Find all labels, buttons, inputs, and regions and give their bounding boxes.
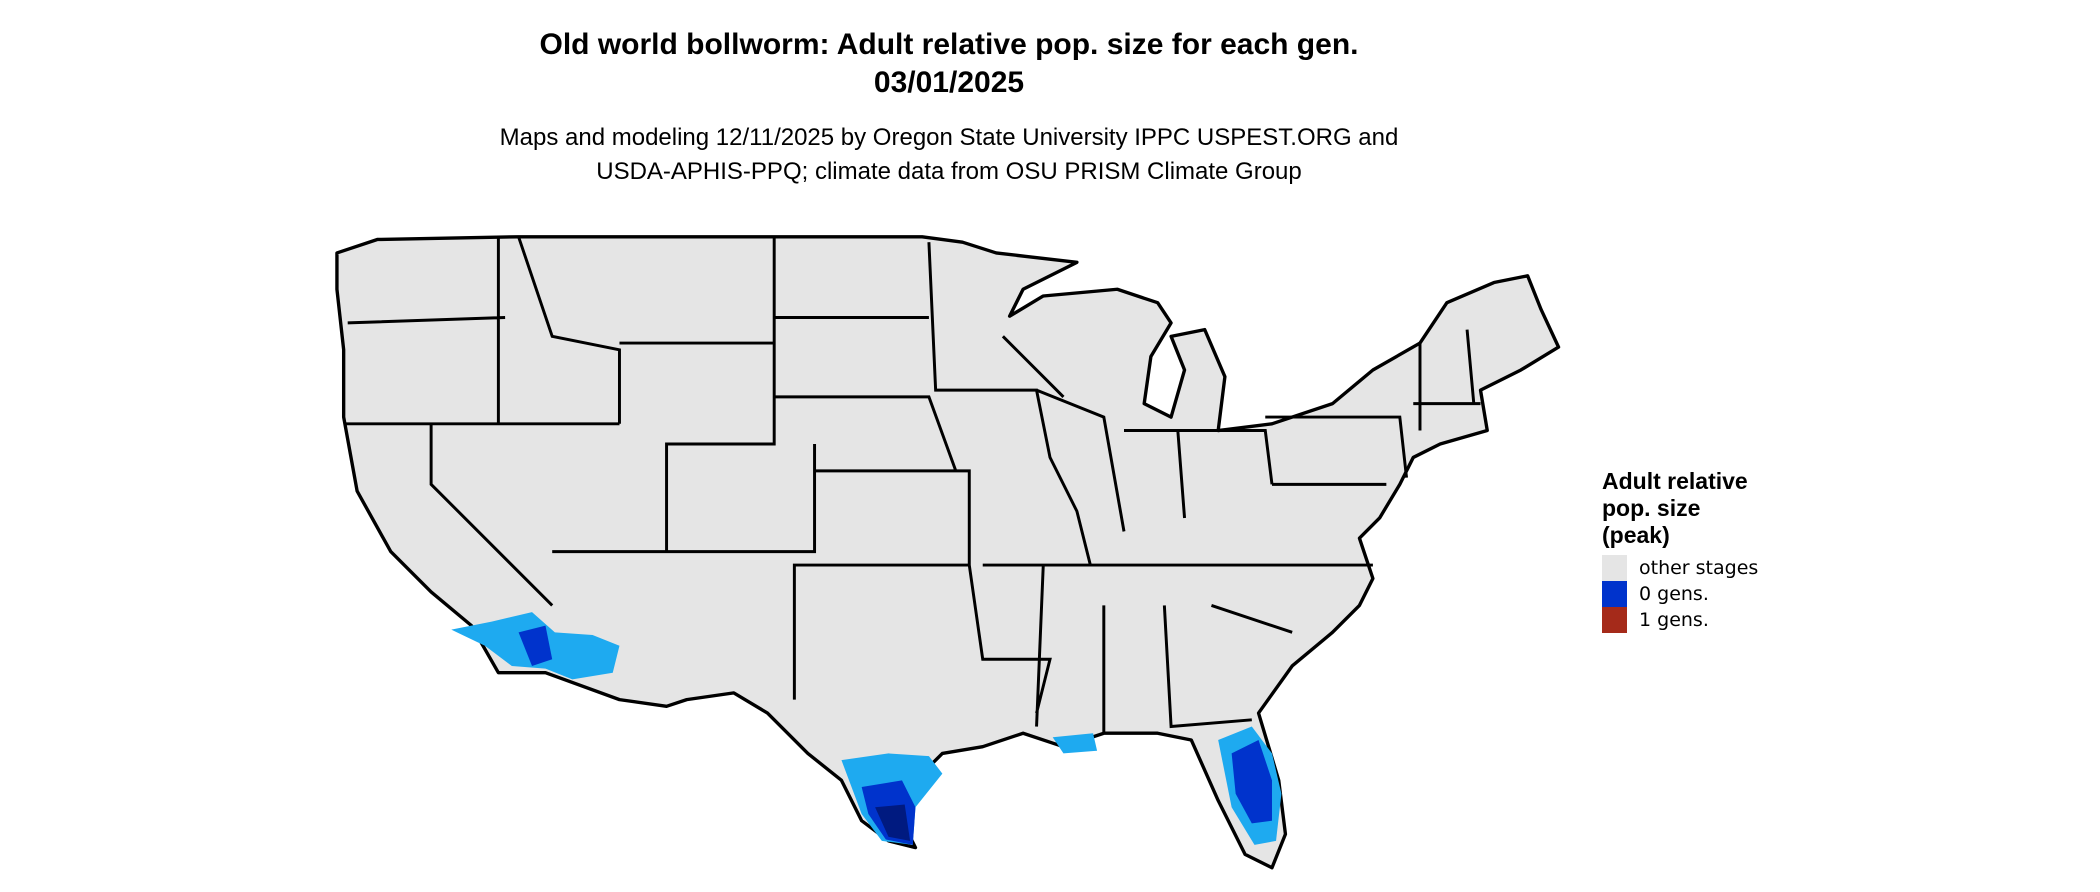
map-title: Old world bollworm: Adult relative pop. … [539,28,1359,61]
legend-label: other stages [1639,557,1759,579]
legend-item-0-gens: 0 gens. [1602,581,1802,607]
legend-item-other-stages: other stages [1602,555,1802,581]
legend-label: 0 gens. [1639,583,1709,605]
legend-label: 1 gens. [1639,609,1709,631]
legend-swatch-other [1602,555,1627,581]
area-tx-navy [875,804,911,841]
map-date: 03/01/2025 [873,66,1025,99]
map-subtitle-line2: USDA-APHIS-PPQ; climate data from OSU PR… [596,158,1302,185]
legend-swatch-1-gens [1602,607,1627,633]
map-subtitle-line1: Maps and modeling 12/11/2025 by Oregon S… [499,124,1399,151]
legend-swatch-0-gens [1602,581,1627,607]
legend-title-line1: Adult relative [1602,468,1748,494]
us-outline [335,235,1561,870]
area-fl-dark [1231,739,1272,824]
area-la-light [1052,733,1098,754]
legend-title-line3: (peak) [1602,522,1670,548]
activity-areas [451,612,1282,845]
area-az-ca-dark [518,625,553,666]
legend: Adult relative pop. size (peak) other st… [1602,468,1802,633]
legend-item-1-gens: 1 gens. [1602,607,1802,633]
legend-title-line2: pop. size [1602,495,1701,521]
state-borders [343,236,1481,734]
